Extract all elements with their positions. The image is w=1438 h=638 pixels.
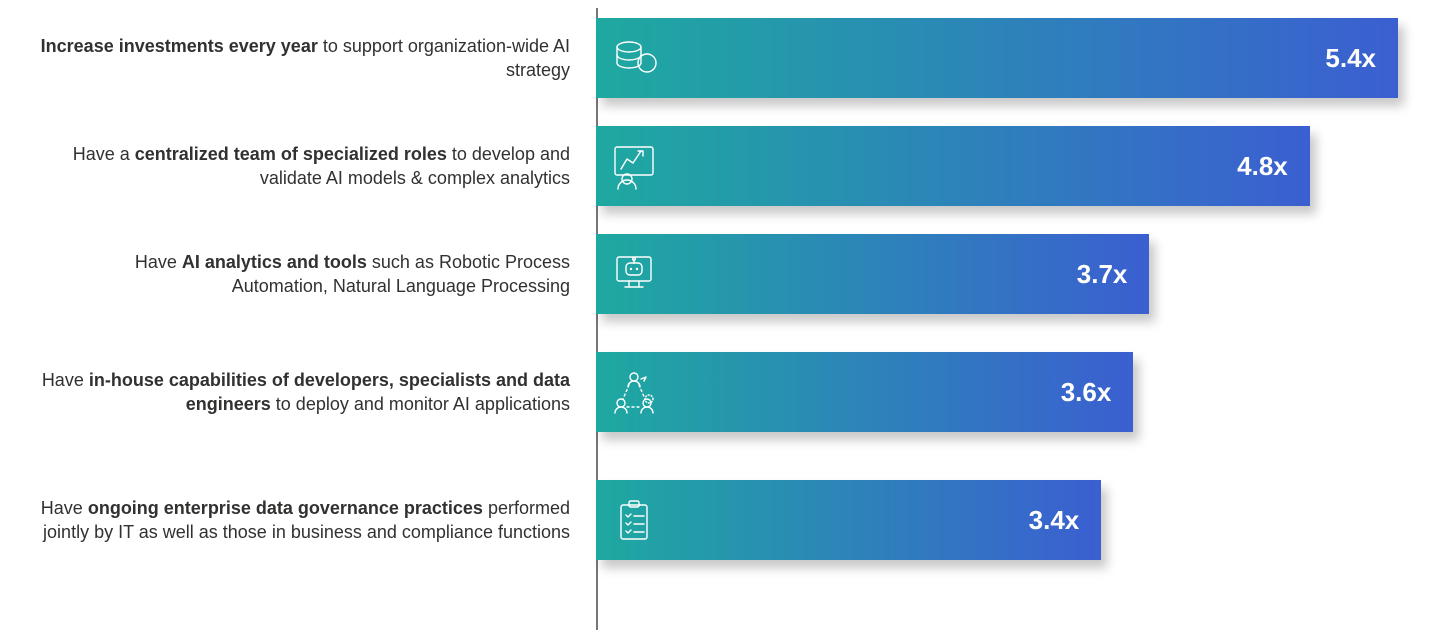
bar: 3.6x	[596, 352, 1133, 432]
bar-value: 3.4x	[1029, 505, 1102, 536]
bot-monitor-icon	[596, 249, 672, 299]
bar-track: 3.6x	[596, 352, 1398, 432]
row-label: Have AI analytics and tools such as Robo…	[40, 250, 596, 299]
chart-row: Increase investments every year to suppo…	[40, 18, 1398, 98]
chart-row: Have ongoing enterprise data governance …	[40, 470, 1398, 570]
chart-row: Have AI analytics and tools such as Robo…	[40, 234, 1398, 314]
bar-track: 3.7x	[596, 234, 1398, 314]
bar: 3.7x	[596, 234, 1149, 314]
bar-value: 3.7x	[1077, 259, 1150, 290]
bar-value: 3.6x	[1061, 377, 1134, 408]
team-network-icon	[596, 367, 672, 417]
analytics-person-icon	[596, 141, 672, 191]
coins-icon	[596, 33, 672, 83]
row-label: Have in-house capabilities of developers…	[40, 368, 596, 417]
chart-rows: Increase investments every year to suppo…	[40, 18, 1398, 570]
bar: 5.4x	[596, 18, 1398, 98]
bar: 3.4x	[596, 480, 1101, 560]
horizontal-bar-chart: Increase investments every year to suppo…	[0, 0, 1438, 638]
row-label: Have ongoing enterprise data governance …	[40, 496, 596, 545]
clipboard-check-icon	[596, 495, 672, 545]
bar-track: 3.4x	[596, 480, 1398, 560]
bar-track: 5.4x	[596, 18, 1398, 98]
bar-track: 4.8x	[596, 126, 1398, 206]
row-label: Have a centralized team of specialized r…	[40, 142, 596, 191]
bar-value: 5.4x	[1325, 43, 1398, 74]
chart-row: Have a centralized team of specialized r…	[40, 126, 1398, 206]
chart-row: Have in-house capabilities of developers…	[40, 342, 1398, 442]
bar: 4.8x	[596, 126, 1310, 206]
bar-value: 4.8x	[1237, 151, 1310, 182]
row-label: Increase investments every year to suppo…	[40, 34, 596, 83]
